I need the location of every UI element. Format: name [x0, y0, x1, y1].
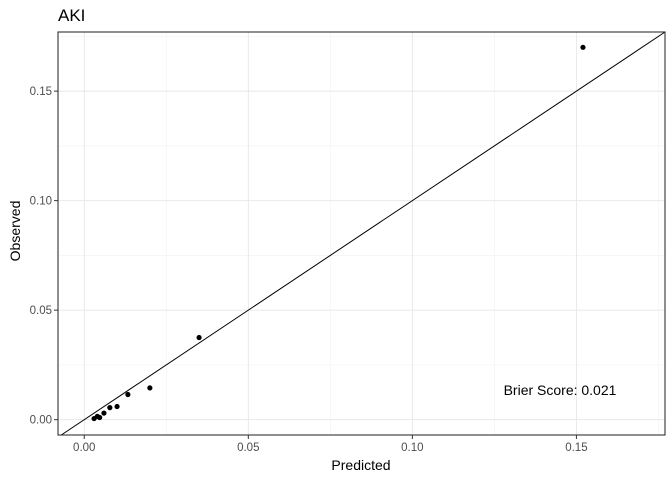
x-tick-label: 0.00 [73, 442, 95, 454]
data-point [147, 385, 153, 391]
y-tick-label: 0.10 [30, 196, 52, 208]
y-tick-label: 0.00 [30, 415, 52, 427]
x-axis: 0.00 0.05 0.10 0.15 [73, 435, 588, 454]
y-axis-title: Observed [7, 201, 23, 262]
data-points [91, 44, 586, 422]
y-tick-label: 0.05 [30, 305, 52, 317]
chart-title: AKI [58, 6, 85, 25]
identity-line [61, 31, 666, 436]
plot-panel: Brier Score: 0.021 [57, 31, 666, 436]
x-tick-label: 0.05 [237, 442, 259, 454]
data-point [97, 414, 103, 421]
data-point [125, 391, 131, 398]
data-point [114, 403, 120, 410]
x-tick-label: 0.10 [401, 442, 423, 454]
x-axis-title: Predicted [331, 457, 390, 473]
brier-score-annotation: Brier Score: 0.021 [504, 382, 617, 398]
data-point [101, 410, 107, 416]
y-axis: 0.00 0.05 0.10 0.15 [30, 86, 58, 427]
data-point [580, 44, 586, 50]
panel-border [57, 31, 666, 436]
y-tick-label: 0.15 [30, 86, 52, 98]
grid-lines [58, 32, 665, 435]
reference-line [61, 31, 666, 436]
data-point [107, 405, 113, 411]
x-tick-label: 0.15 [565, 442, 587, 454]
data-point [196, 334, 202, 341]
